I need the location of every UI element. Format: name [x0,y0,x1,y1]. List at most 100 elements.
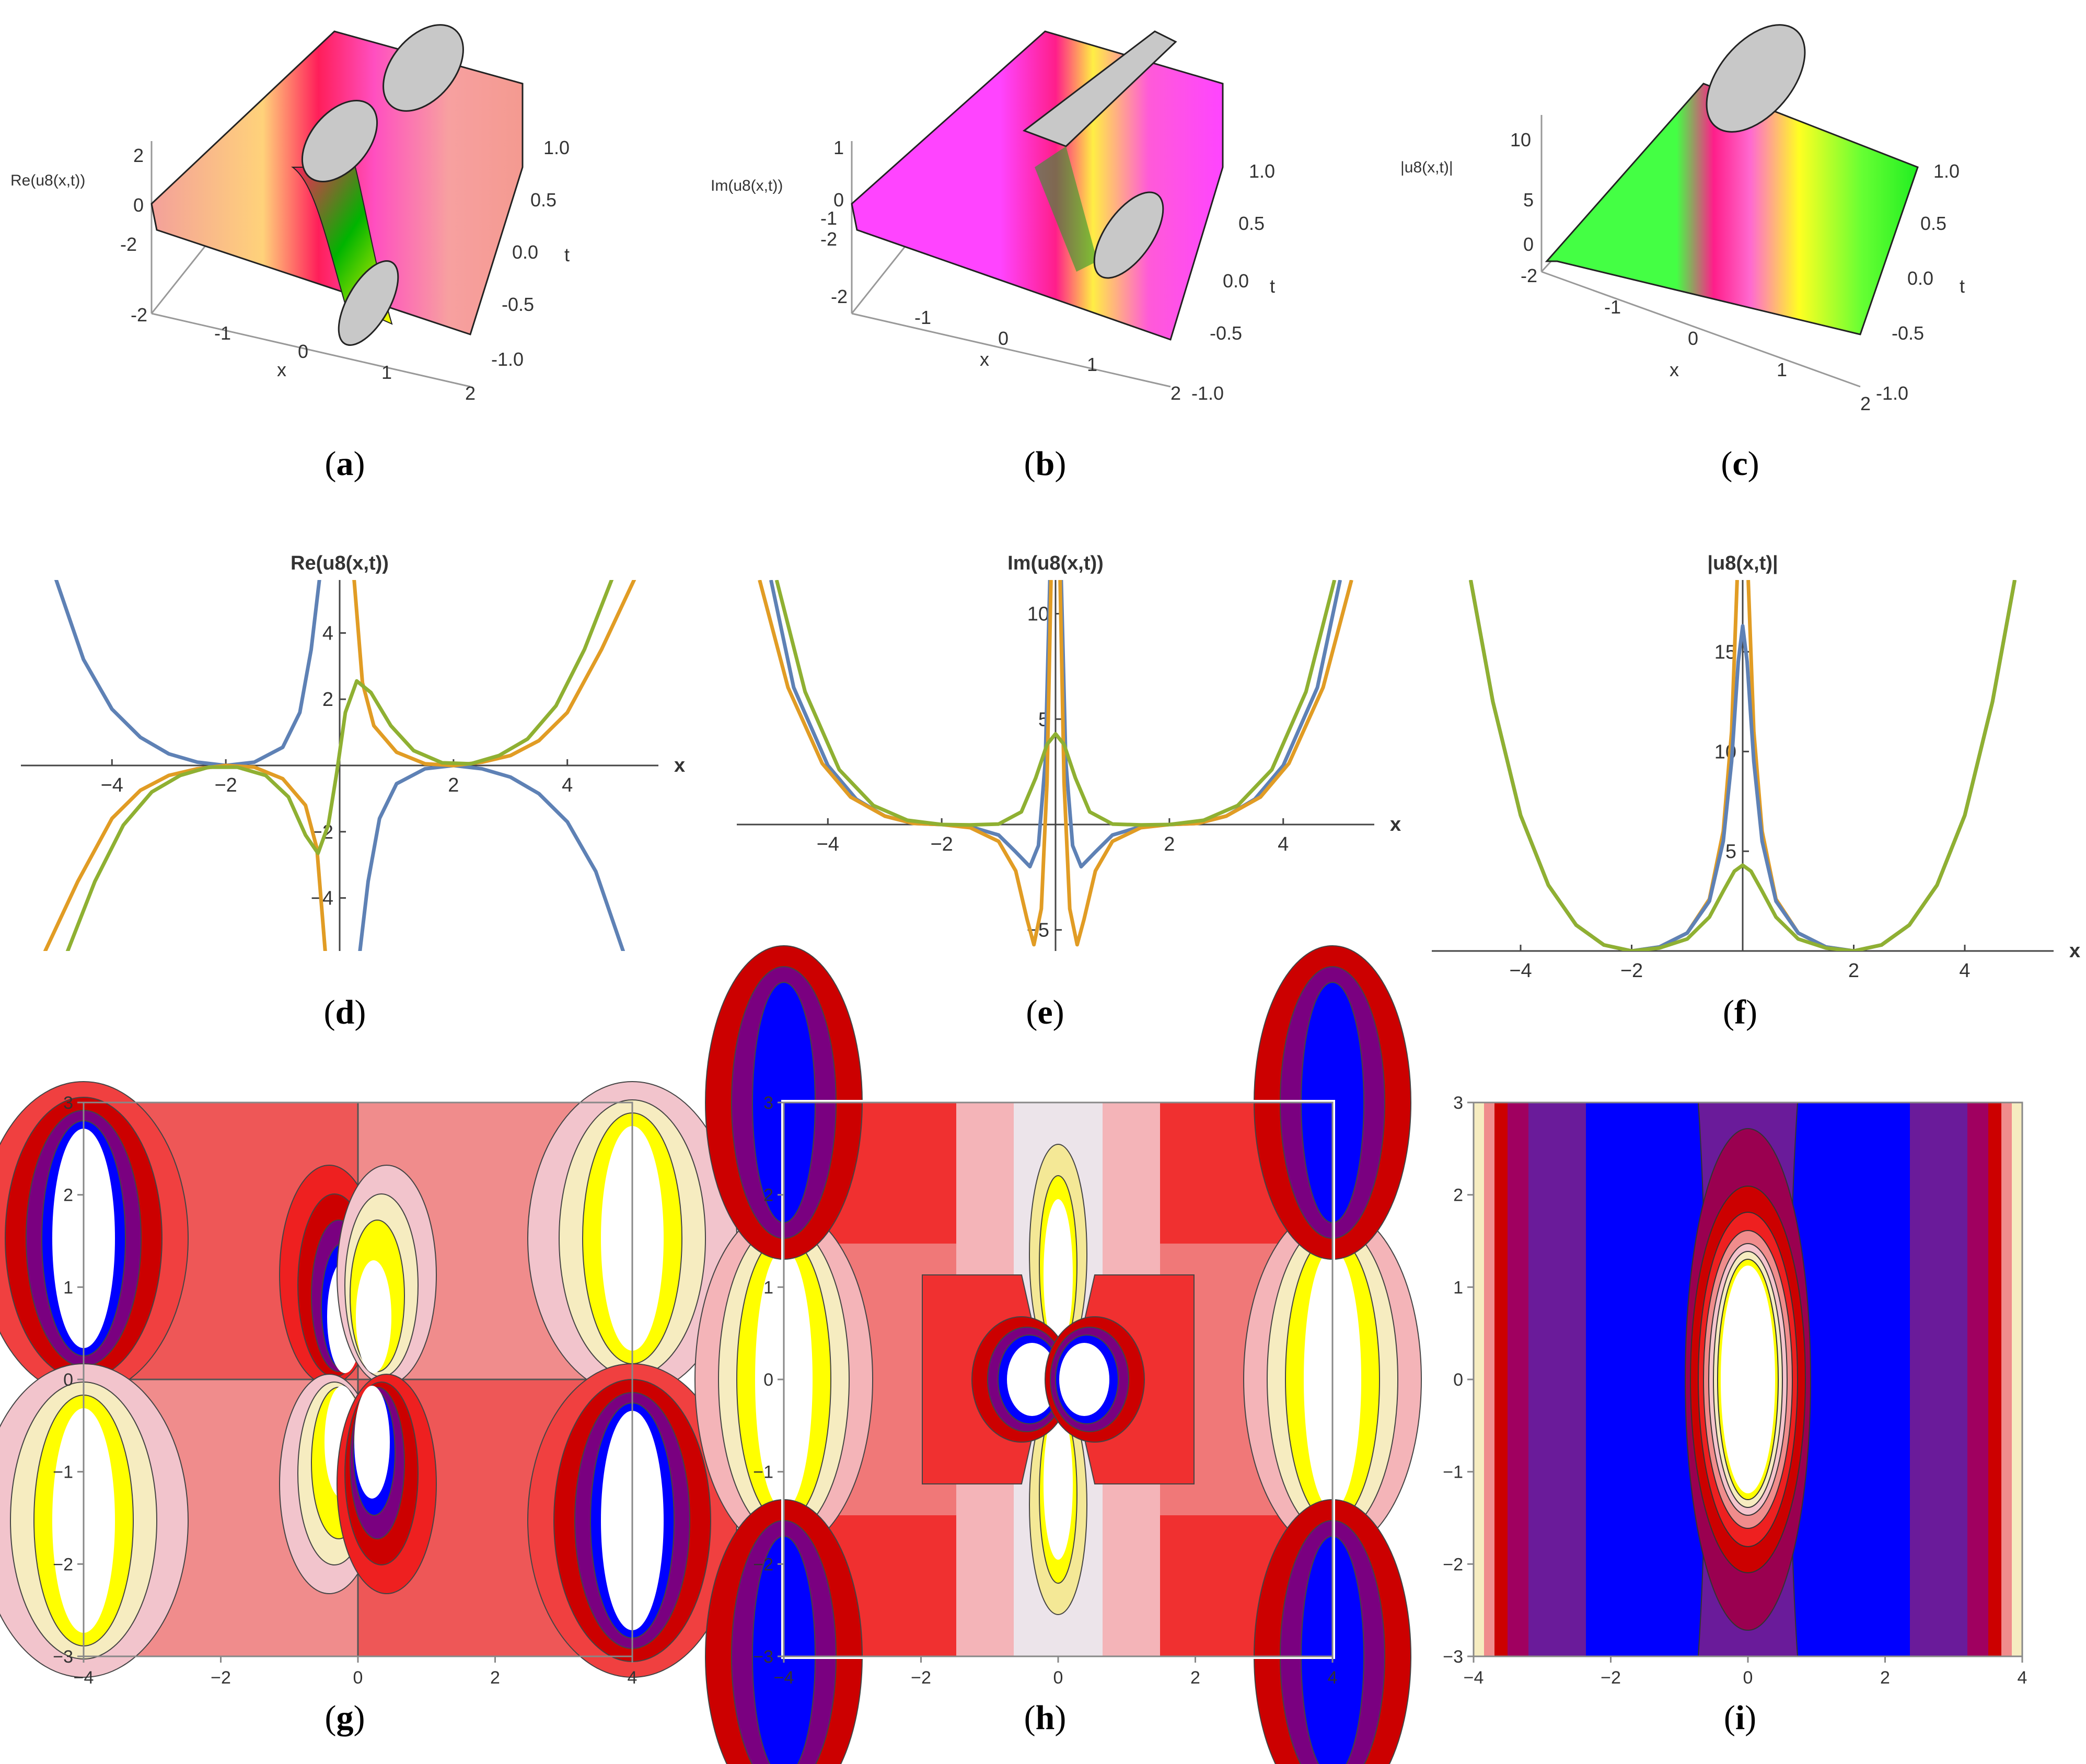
surface-plot-im: Im(u8(x,t)) 1 0 -1 -2 -2 -1 0 1 2 x 1.0 … [700,10,1390,439]
caption-d: (d) [323,993,366,1031]
y-tick-label: −2 [1443,1554,1463,1574]
x-tick: 1 [1087,354,1097,375]
y-tick-label: 1 [1453,1278,1463,1297]
x-tick-label: 2 [1164,833,1175,855]
z-tick: -2 [120,234,137,255]
contour-center-lobe [1685,1102,1811,1657]
t-tick: -0.5 [1892,322,1924,344]
t-axis-label: t [1270,275,1275,297]
t-tick: 1.0 [1933,160,1960,182]
x-tick: 0 [998,328,1009,349]
caption-c: (c) [1721,445,1759,483]
x-tick-label: 4 [1959,960,1970,982]
y-tick-label: 1 [763,1278,773,1297]
series-line-green [774,580,1337,827]
t-tick: 0.5 [1920,213,1946,234]
x-tick: -1 [1604,296,1621,318]
x-tick-label: 4 [562,774,573,796]
z-tick: 10 [1510,129,1531,150]
x-tick-label: −2 [211,1668,231,1688]
line-plot-abs: −4 −2 2 4 5 10 15 x |u8(x,t)| [1421,543,2085,982]
x-tick: 0 [1688,328,1698,349]
z-tick: 2 [133,145,144,166]
z-axis-label: |u8(x,t)| [1400,159,1453,176]
singularity-cap [1093,191,1164,279]
contour-plot-im: −4 −2 0 2 4 −3 −2 −1 0 1 2 3 [694,945,1422,1764]
x-tick-label: −4 [74,1668,94,1688]
contour-center-lobe [971,1144,1145,1615]
y-tick-label: 2 [63,1186,73,1205]
x-axis-label: x [674,755,685,776]
x-tick-label: −2 [1601,1668,1621,1688]
x-tick-label: 2 [448,774,459,796]
x-tick-label: −2 [214,774,237,796]
x-axis-label: x [1390,814,1401,835]
t-axis-label: t [564,244,570,265]
surface-plot-abs-svg: |u8(x,t)| 10 5 0 -2 -1 0 1 2 x 1.0 0.5 0… [1400,24,1965,414]
z-tick: -2 [820,228,837,250]
x-tick: -2 [131,304,147,326]
x-tick-label: 2 [1880,1668,1890,1688]
x-tick: -1 [914,307,931,328]
series-line-green [1468,580,2017,951]
x-tick-label: 2 [490,1668,500,1688]
singularity-cap [1706,24,1806,133]
x-tick-label: 0 [353,1668,363,1688]
z-tick: 0 [833,189,844,211]
caption-f: (f) [1723,993,1757,1031]
y-tick-label: 0 [1453,1370,1463,1390]
y-tick-label: 3 [763,1093,773,1113]
x-tick-label: 4 [1278,833,1289,855]
y-tick-label: 2 [1453,1186,1463,1205]
x-tick-label: −2 [1620,960,1643,982]
x-tick: -1 [214,322,231,344]
x-tick-label: 0 [1053,1668,1063,1688]
contour-center-lobe [337,1374,437,1594]
y-tick-label: −2 [53,1554,73,1574]
contour-center-lobe [337,1165,437,1385]
x-tick: 1 [381,362,392,383]
x-tick-label: 4 [628,1668,638,1688]
singularity-cap [338,260,399,346]
y-tick-label: 0 [63,1370,73,1390]
plot-title: Re(u8(x,t)) [291,552,389,574]
y-tick-label: 3 [1453,1093,1463,1113]
x-tick-label: −4 [1464,1668,1484,1688]
t-tick: -0.5 [502,294,534,315]
x-tick-label: −4 [774,1668,794,1688]
z-tick: 1 [833,137,844,158]
line-plot-im: −4 −2 2 4 −5 5 10 x Im(u8(x,t)) [726,543,1406,961]
x-tick-label: −4 [101,774,123,796]
x-axis-label: x [980,349,989,370]
y-tick-label: 1 [63,1278,73,1297]
surface-plot-re-svg: Re(u8(x,t)) 2 0 -2 -2 -1 0 1 2 x 1.0 0.5… [10,24,570,404]
y-tick-label: −1 [53,1463,73,1482]
surface-plot-im-svg: Im(u8(x,t)) 1 0 -1 -2 -2 -1 0 1 2 x 1.0 … [711,30,1275,404]
contour-plot-re: −4 −2 0 2 4 −3 −2 −1 0 1 2 3 [0,1081,737,1714]
t-tick: 0.5 [1238,213,1265,234]
series-line-blue [54,580,625,951]
singularity-cap [301,100,378,182]
z-tick: 0 [1523,234,1534,255]
y-tick-label: 10 [1027,604,1049,625]
t-tick: -0.5 [1210,322,1242,344]
plot-title: Im(u8(x,t)) [1007,552,1104,574]
surface-plot-re: Re(u8(x,t)) 2 0 -2 -2 -1 0 1 2 x 1.0 0.5… [0,10,690,439]
x-axis-label: x [2069,940,2080,962]
z-tick: 0 [133,194,144,216]
t-tick: -1.0 [1191,382,1224,404]
contour-plot-re-svg: −4 −2 0 2 4 −3 −2 −1 0 1 2 3 [0,1081,737,1688]
t-axis-label: t [1960,275,1965,297]
y-tick-label: 0 [763,1370,773,1390]
y-tick-label: −3 [53,1647,73,1667]
y-tick-label: 5 [1725,841,1736,863]
t-tick: 1.0 [1249,160,1275,182]
z-axis-label: Re(u8(x,t)) [10,172,85,189]
series-line-orange [758,580,1353,947]
y-tick-label: −2 [753,1554,773,1574]
series-line-green [65,580,614,951]
x-tick-label: 4 [2018,1668,2027,1688]
z-tick: -1 [820,207,837,229]
